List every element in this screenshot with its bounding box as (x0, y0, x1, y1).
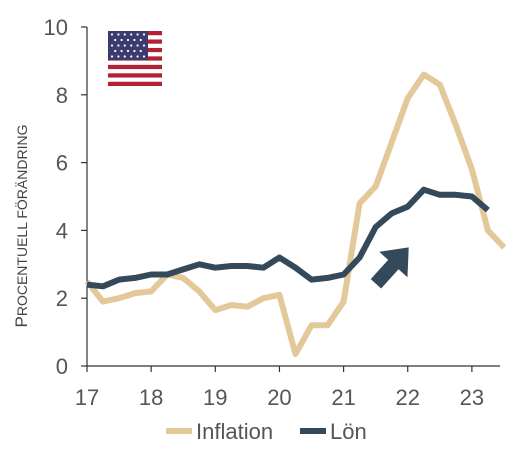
y-axis-ticks: 0 2 4 6 8 10 (44, 15, 87, 379)
x-axis-ticks: 17 18 19 20 21 22 23 (75, 366, 484, 410)
x-tick-label: 21 (331, 385, 355, 410)
flag-star (130, 55, 133, 58)
flag-star (136, 55, 139, 58)
flag-star (110, 33, 114, 36)
x-tick-label: 23 (460, 385, 484, 410)
y-tick-label: 0 (56, 354, 68, 379)
flag-star (117, 33, 120, 36)
flag-star (130, 33, 133, 36)
up-right-arrow-annotation (370, 247, 409, 289)
flag-star (120, 38, 123, 42)
legend-label-lon: Lön (330, 419, 367, 444)
flag-star (126, 38, 130, 42)
flag-star (114, 38, 117, 42)
flag-star (139, 49, 142, 53)
flag-star (136, 44, 139, 47)
flag-star (126, 49, 130, 53)
flag-star (117, 44, 120, 47)
flag-star (142, 44, 146, 47)
series-line-lon (86, 186, 490, 290)
flag-star (123, 44, 126, 47)
flag-star (110, 55, 114, 58)
flag-star (142, 55, 146, 58)
y-tick-label: 10 (44, 15, 68, 40)
y-tick-label: 8 (56, 83, 68, 108)
flag-star (142, 33, 146, 36)
flag-star (133, 38, 136, 42)
flag-star (136, 33, 139, 36)
flag-star (117, 55, 120, 58)
flag-stripe (108, 81, 162, 86)
y-tick-label: 6 (56, 151, 68, 176)
arrow-shape (370, 247, 409, 289)
legend-label-inflation: Inflation (196, 419, 273, 444)
flag-star (123, 55, 126, 58)
x-tick-label: 20 (267, 385, 291, 410)
x-tick-label: 18 (139, 385, 163, 410)
us-flag-icon (108, 31, 162, 86)
flag-star (110, 44, 114, 47)
flag-stripe (108, 73, 162, 78)
x-tick-label: 17 (75, 385, 99, 410)
flag-star (120, 49, 123, 53)
y-tick-label: 2 (56, 286, 68, 311)
y-axis-title: PROCENTUELL FÖRÄNDRING (12, 125, 31, 328)
y-tick-label: 4 (56, 218, 68, 243)
flag-star (123, 33, 126, 36)
flag-star (133, 49, 136, 53)
series-line-inflation (84, 71, 507, 358)
series-layer (84, 71, 507, 358)
x-tick-label: 22 (395, 385, 419, 410)
flag-star (139, 38, 142, 42)
x-tick-label: 19 (203, 385, 227, 410)
flag-stripe (108, 64, 162, 70)
legend: Inflation Lön (166, 419, 367, 444)
flag-star (130, 44, 133, 47)
flag-star (114, 49, 117, 53)
